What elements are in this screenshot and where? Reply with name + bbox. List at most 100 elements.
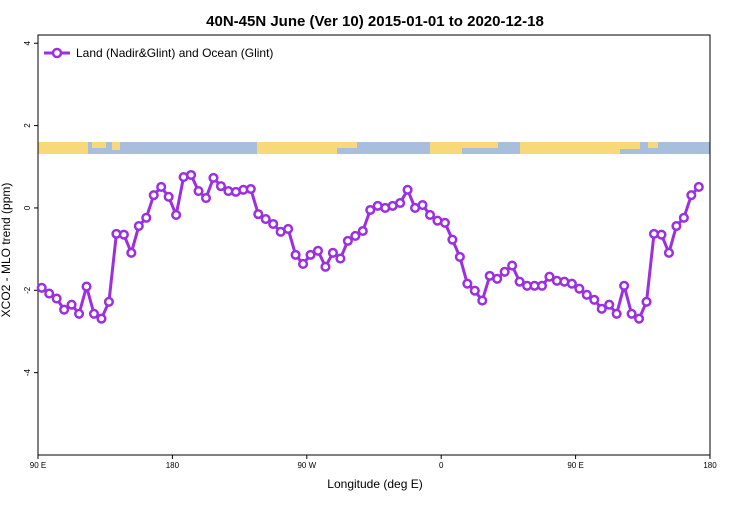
point bbox=[283, 223, 294, 234]
x-tick-label: 90 W bbox=[297, 461, 316, 470]
point bbox=[171, 209, 182, 220]
point bbox=[44, 288, 55, 299]
point bbox=[417, 200, 428, 211]
point bbox=[402, 184, 413, 195]
point bbox=[395, 197, 406, 209]
point bbox=[163, 191, 174, 202]
x-tick-label: 0 bbox=[439, 461, 444, 470]
point bbox=[447, 234, 458, 245]
point bbox=[663, 247, 674, 258]
legend-label: Land (Nadir&Glint) and Ocean (Glint) bbox=[76, 46, 273, 60]
point bbox=[350, 230, 361, 241]
point bbox=[36, 282, 47, 293]
y-tick-label: 2 bbox=[23, 123, 32, 128]
point bbox=[186, 169, 197, 181]
point bbox=[634, 313, 645, 324]
land-band bbox=[648, 142, 658, 148]
point bbox=[66, 299, 77, 310]
point bbox=[507, 260, 518, 271]
point bbox=[611, 308, 622, 319]
point bbox=[133, 221, 144, 232]
land-band bbox=[430, 142, 462, 154]
point bbox=[678, 212, 689, 223]
land-band bbox=[337, 142, 357, 148]
point bbox=[245, 183, 256, 195]
point bbox=[59, 304, 70, 315]
point bbox=[200, 193, 212, 204]
point bbox=[74, 308, 85, 319]
point bbox=[566, 278, 577, 289]
land-band bbox=[112, 142, 120, 150]
point bbox=[641, 296, 652, 307]
point bbox=[365, 204, 376, 216]
point bbox=[193, 186, 204, 197]
x-tick-label: 90 E bbox=[567, 461, 583, 470]
x-axis-label: Longitude (deg E) bbox=[327, 477, 422, 491]
point bbox=[574, 283, 585, 294]
land-band bbox=[462, 142, 498, 148]
point bbox=[357, 225, 368, 237]
legend: Land (Nadir&Glint) and Ocean (Glint) bbox=[44, 46, 273, 60]
point bbox=[88, 308, 100, 319]
point bbox=[342, 235, 353, 246]
series-line bbox=[40, 173, 700, 321]
point bbox=[589, 294, 600, 305]
point bbox=[215, 181, 226, 192]
point bbox=[320, 261, 331, 272]
point bbox=[469, 285, 480, 296]
point bbox=[268, 218, 279, 230]
y-axis-label: XCO2 - MLO trend (ppm) bbox=[0, 183, 13, 318]
point bbox=[596, 303, 607, 314]
land-band bbox=[620, 142, 640, 149]
point bbox=[499, 266, 510, 277]
point bbox=[148, 190, 159, 201]
point bbox=[298, 258, 309, 269]
point bbox=[253, 209, 264, 220]
point bbox=[312, 245, 324, 256]
point bbox=[439, 217, 450, 228]
point bbox=[619, 280, 630, 291]
y-tick-label: -4 bbox=[23, 369, 32, 377]
point bbox=[327, 247, 338, 258]
land-band bbox=[257, 142, 337, 154]
point bbox=[260, 214, 271, 225]
point bbox=[305, 249, 316, 260]
point bbox=[51, 293, 62, 304]
point bbox=[604, 299, 615, 310]
x-tick-label: 180 bbox=[703, 461, 717, 470]
point bbox=[424, 209, 436, 220]
chart-title: 40N-45N June (Ver 10) 2015-01-01 to 2020… bbox=[206, 13, 544, 30]
point bbox=[492, 273, 503, 284]
y-tick-label: -2 bbox=[23, 286, 32, 294]
point bbox=[118, 229, 129, 240]
plot-frame bbox=[37, 34, 711, 456]
point bbox=[96, 313, 107, 324]
point bbox=[581, 289, 592, 300]
point bbox=[656, 229, 667, 240]
point bbox=[671, 221, 682, 232]
point bbox=[536, 280, 548, 291]
point bbox=[693, 181, 704, 192]
y-tick-label: 4 bbox=[23, 40, 32, 45]
y-tick-label: 0 bbox=[23, 205, 32, 210]
point bbox=[81, 281, 92, 292]
legend-marker bbox=[51, 47, 63, 59]
land-band bbox=[92, 142, 106, 148]
point bbox=[686, 190, 697, 201]
point bbox=[626, 308, 637, 319]
point bbox=[477, 295, 488, 306]
point bbox=[126, 247, 137, 258]
point bbox=[290, 249, 301, 260]
x-tick-label: 90 E bbox=[30, 461, 46, 470]
point bbox=[103, 296, 114, 307]
point bbox=[156, 181, 167, 192]
land-band bbox=[38, 142, 88, 154]
x-tick-label: 180 bbox=[166, 461, 180, 470]
land-band bbox=[520, 142, 620, 154]
point bbox=[514, 276, 525, 287]
point bbox=[335, 253, 346, 264]
land-ocean-strip bbox=[38, 142, 710, 154]
point bbox=[141, 212, 152, 223]
